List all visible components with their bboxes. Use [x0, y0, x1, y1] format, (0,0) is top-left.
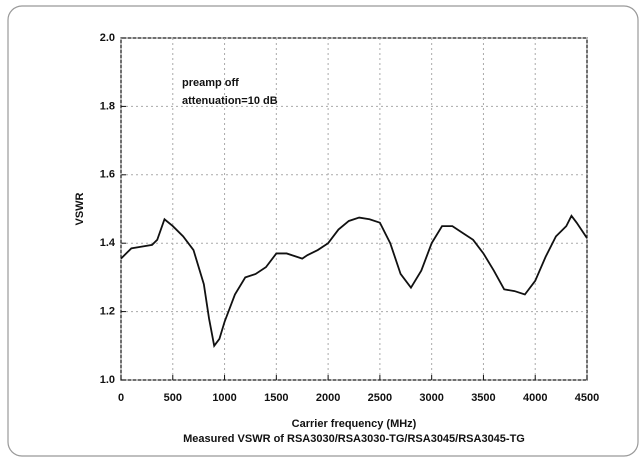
- annotation: preamp off: [182, 77, 239, 89]
- x-tick-label: 2500: [368, 392, 392, 404]
- y-axis-label: VSWR: [74, 192, 86, 225]
- x-tick-label: 3500: [471, 392, 495, 404]
- x-tick-label: 1500: [264, 392, 288, 404]
- x-axis-label: Carrier frequency (MHz): [292, 418, 417, 430]
- y-tick-label: 1.4: [100, 237, 116, 249]
- x-tick-label: 2000: [316, 392, 340, 404]
- y-tick-label: 1.8: [100, 100, 115, 112]
- data-line: [120, 214, 588, 348]
- x-tick-label: 0: [118, 392, 124, 404]
- frame: [7, 5, 639, 457]
- y-tick-label: 1.0: [100, 374, 115, 386]
- chart-title: Measured VSWR of RSA3030/RSA3030-TG/RSA3…: [183, 433, 525, 445]
- annotation: attenuation=10 dB: [182, 95, 278, 107]
- x-tick-label: 500: [164, 392, 182, 404]
- x-tick-label: 4500: [575, 392, 599, 404]
- y-tick-label: 1.6: [100, 169, 115, 181]
- y-tick-label: 2.0: [100, 32, 115, 44]
- x-tick-label: 1000: [212, 392, 236, 404]
- x-tick-label: 3000: [419, 392, 443, 404]
- y-tick-label: 1.2: [100, 306, 115, 318]
- x-tick-label: 4000: [523, 392, 547, 404]
